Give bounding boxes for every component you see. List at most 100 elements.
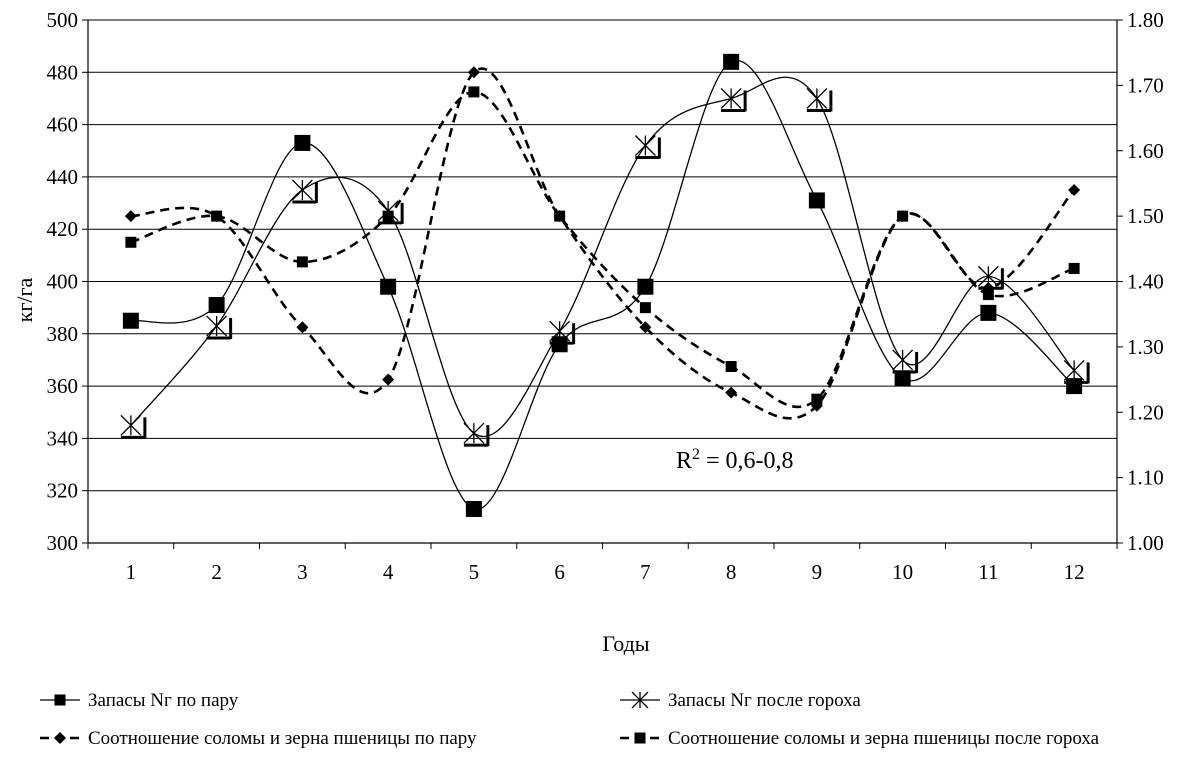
legend-swatch-marker: [634, 732, 646, 744]
data-point: [467, 66, 480, 79]
y-tick-label-left: 320: [47, 479, 79, 503]
x-tick-label: 10: [892, 560, 913, 584]
x-tick-label: 11: [978, 560, 998, 584]
y-tick-label-right: 1.60: [1127, 139, 1164, 163]
y-tick-label-right: 1.20: [1127, 400, 1164, 424]
series-3: [124, 66, 1081, 420]
series-line: [130, 76, 1075, 437]
x-tick-label: 1: [126, 560, 137, 584]
x-tick-label: 5: [469, 560, 480, 584]
y-tick-label-right: 1.40: [1127, 270, 1164, 294]
legend-item: Соотношение соломы и зерна пшеницы после…: [620, 728, 1100, 749]
legend-label: Запасы Nг после гороха: [668, 690, 861, 711]
data-point: [637, 278, 654, 295]
legend-label: Соотношение соломы и зерна пшеницы по па…: [88, 728, 477, 749]
x-tick-label: 3: [297, 560, 308, 584]
y-tick-label-right: 1.50: [1127, 204, 1164, 228]
y-tick-label-left: 340: [47, 426, 79, 450]
legend-label: Запасы Nг по пару: [88, 690, 239, 711]
data-point: [725, 386, 738, 399]
data-point: [634, 135, 661, 160]
data-point: [1068, 262, 1080, 274]
data-point: [211, 210, 223, 222]
data-point: [639, 302, 651, 314]
series-line: [130, 67, 1076, 420]
y-tick-label-left: 360: [47, 374, 79, 398]
series-group: [120, 53, 1090, 518]
y-tick-label-left: 460: [47, 113, 79, 137]
series-line: [130, 59, 1075, 510]
x-tick-label: 6: [554, 560, 565, 584]
y-tick-label-left: 500: [47, 8, 79, 32]
data-point: [382, 210, 394, 222]
data-point: [723, 53, 740, 70]
data-point: [808, 192, 825, 209]
data-point: [806, 87, 833, 112]
tick-labels: 300 320 340 360 380 400 420 440 460 480 500 1.00 1.1…: [47, 8, 1164, 584]
data-point: [892, 349, 919, 374]
data-point: [124, 210, 137, 223]
y-tick-label-left: 440: [47, 165, 79, 189]
data-point: [897, 210, 909, 222]
y-tick-label-right: 1.00: [1127, 531, 1164, 555]
data-point: [294, 134, 311, 151]
r-squared-sup: 2: [692, 446, 700, 463]
x-tick-label: 4: [383, 560, 394, 584]
data-point: [120, 414, 147, 439]
axes: [82, 19, 1123, 549]
y-tick-label-right: 1.10: [1127, 466, 1164, 490]
r-squared-annotation: R2 = 0,6-0,8: [676, 446, 794, 474]
data-point: [1068, 183, 1081, 196]
data-point: [382, 373, 395, 386]
gridlines: [88, 19, 1117, 544]
y-tick-label-left: 480: [47, 60, 79, 84]
x-axis-title: Годы: [602, 631, 649, 656]
x-tick-label: 2: [211, 560, 222, 584]
data-point: [725, 360, 737, 372]
data-point: [1066, 378, 1083, 395]
data-point: [296, 321, 309, 334]
data-point: [639, 321, 652, 334]
y-tick-label-right: 1.30: [1127, 335, 1164, 359]
data-point: [291, 179, 318, 204]
r-squared-main: R: [676, 448, 692, 474]
legend-item: Запасы Nг после гороха: [620, 690, 861, 711]
y-axis-title: кг/га: [12, 277, 37, 322]
data-point: [125, 236, 137, 248]
data-point: [982, 289, 994, 301]
series-1: [122, 53, 1083, 518]
data-point: [720, 87, 747, 112]
data-point: [296, 256, 308, 268]
data-point: [463, 422, 490, 447]
y-tick-label-left: 380: [47, 322, 79, 346]
y-tick-label-left: 420: [47, 217, 79, 241]
data-point: [465, 501, 482, 518]
legend-swatch-marker: [54, 694, 66, 706]
series-4: [125, 86, 1080, 409]
series-line: [130, 90, 1075, 409]
x-tick-label: 7: [640, 560, 651, 584]
data-point: [208, 297, 225, 314]
series-2: [120, 76, 1090, 447]
y-tick-label-left: 300: [47, 531, 79, 555]
x-tick-label: 9: [812, 560, 823, 584]
data-point: [468, 86, 480, 98]
r-squared-rest: = 0,6-0,8: [700, 448, 794, 474]
data-point: [980, 304, 997, 321]
data-point: [894, 370, 911, 387]
legend-item: Соотношение соломы и зерна пшеницы по па…: [40, 728, 477, 749]
data-point: [549, 320, 576, 345]
y-tick-label-right: 1.80: [1127, 8, 1164, 32]
data-point: [1063, 359, 1090, 384]
data-point: [554, 210, 566, 222]
legend-swatch-marker: [54, 732, 66, 744]
x-tick-label: 12: [1064, 560, 1085, 584]
x-tick-label: 8: [726, 560, 737, 584]
legend-label: Соотношение соломы и зерна пшеницы после…: [668, 728, 1100, 749]
legend-item: Запасы Nг по пару: [40, 690, 239, 711]
data-point: [380, 278, 397, 295]
data-point: [811, 393, 823, 405]
legend: Запасы Nг по пару Запасы Nг после гороха С…: [40, 690, 1100, 749]
data-point: [206, 315, 233, 340]
